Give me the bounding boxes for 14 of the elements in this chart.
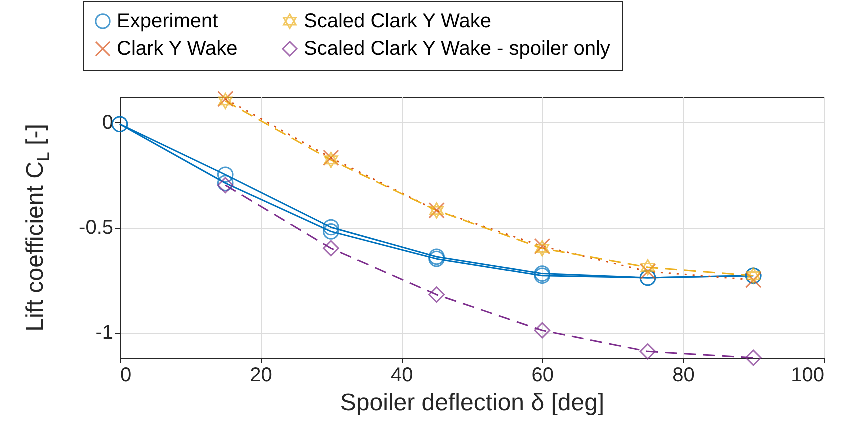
legend-label: Experiment bbox=[117, 10, 219, 32]
y-tick-label: -1 bbox=[96, 322, 114, 344]
legend-label: Clark Y Wake bbox=[117, 38, 238, 60]
y-tick-label: -0.5 bbox=[79, 217, 114, 239]
legend-label: Scaled Clark Y Wake - spoiler only bbox=[304, 38, 610, 60]
x-tick-label: 60 bbox=[532, 364, 554, 386]
x-tick-label: 20 bbox=[250, 364, 272, 386]
x-tick-label: 100 bbox=[791, 364, 824, 386]
y-tick-label: 0 bbox=[102, 112, 114, 134]
x-tick-label: 40 bbox=[390, 364, 414, 386]
x-tick-label: 80 bbox=[672, 364, 695, 386]
x-tick-label: 0 bbox=[120, 364, 132, 386]
legend-label: Scaled Clark Y Wake bbox=[304, 10, 492, 32]
x-axis-title: Spoiler deflection δ [deg] bbox=[340, 390, 605, 416]
